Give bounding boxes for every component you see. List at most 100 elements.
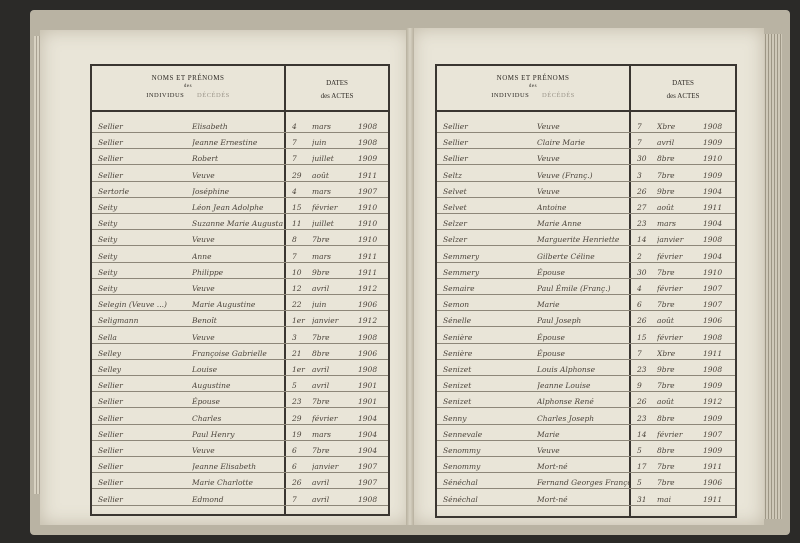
table-row: Sellier Jeanne Ernestine 7 juin 1908 [92,132,388,150]
table-row: Sellier Claire Marie 7 avril 1909 [437,132,735,150]
date-day-cell: 15 [637,332,647,342]
date-year-cell: 1908 [358,494,378,504]
given-name-cell: Jeanne Ernestine [192,138,258,148]
given-name-cell: Veuve [192,170,215,180]
table-row: Sellier Veuve 30 8bre 1910 [437,148,735,166]
given-name-cell: Veuve (Franç.) [537,170,593,180]
table-row: Sellier Jeanne Elisabeth 6 janvier 1907 [92,456,388,474]
date-month-cell: 7bre [657,381,675,391]
date-month-cell: avril [312,494,330,504]
table-row: Semmery Épouse 30 7bre 1910 [437,262,735,279]
given-name-cell: Jeanne Elisabeth [192,462,257,472]
surname-cell: Selegin (Veuve ...) [98,300,167,310]
names-title: NOMS ET PRÉNOMS [151,74,225,82]
date-month-cell: février [312,413,338,423]
date-day-cell: 3 [292,332,297,342]
page-edges-right [760,34,782,519]
table-row: Sellier Elisabeth 4 mars 1908 [92,116,388,133]
given-name-cell: Augustine [192,381,231,391]
table-header: NOMS ET PRÉNOMS des INDIVIDUS DÉCÉDÉS DA… [437,66,735,112]
date-day-cell: 23 [292,397,302,407]
table-row: Sellier Marie Charlotte 26 avril 1907 [92,472,388,490]
table-row: Sellier Épouse 23 7bre 1901 [92,391,388,409]
table-row: Senizet Louis Alphonse 23 9bre 1908 [437,359,735,376]
date-day-cell: 9 [637,381,642,391]
date-month-cell: août [657,316,674,326]
surname-cell: Senny [443,413,467,423]
date-year-cell: 1911 [358,267,378,277]
date-year-cell: 1909 [703,138,723,148]
dates-header: DATES des ACTES [286,77,388,103]
names-title: NOMS ET PRÉNOMS [496,74,570,82]
date-month-cell: août [657,203,674,212]
date-year-cell: 1909 [703,413,723,423]
date-day-cell: 14 [637,235,647,245]
table-row: Semon Marie 6 7bre 1907 [437,294,735,312]
surname-cell: Sertorle [98,186,130,196]
surname-cell: Sellier [98,138,123,148]
dates-title: DATES [326,79,348,87]
date-month-cell: 7bre [312,235,330,245]
surname-cell: Selvet [443,186,467,196]
given-name-cell: Paul Joseph [537,316,582,326]
surname-cell: Sénéchal [443,478,478,488]
date-day-cell: 5 [637,446,642,455]
table-row: Selley Louise 1er avril 1908 [92,359,388,376]
table-row: Selley Françoise Gabrielle 21 8bre 1906 [92,343,388,360]
surname-cell: Semaire [443,284,475,293]
table-row: Sénelle Paul Joseph 26 août 1906 [437,310,735,328]
column-divider [284,66,286,514]
given-name-cell: Jeanne Louise [537,381,591,391]
given-name-cell: Robert [192,154,219,164]
given-name-cell: Épouse [537,332,565,342]
date-month-cell: janvier [312,462,339,472]
date-year-cell: 1908 [358,122,378,131]
given-name-cell: Veuve [192,332,215,342]
table-row: Seity Veuve 12 avril 1912 [92,278,388,295]
dates-title: DATES [672,79,694,87]
column-divider [629,66,631,516]
surname-cell: Sellier [98,478,123,488]
table-row: Sellier Charles 29 février 1904 [92,408,388,425]
given-name-cell: Suzanne Marie Augusta [192,219,284,229]
date-month-cell: 7bre [657,267,675,277]
date-month-cell: 8bre [657,413,675,423]
date-year-cell: 1906 [703,478,723,488]
given-name-cell: Louis Alphonse [537,365,596,374]
date-month-cell: mars [312,186,332,196]
date-month-cell: 7bre [657,300,675,310]
date-month-cell: mars [312,429,332,439]
dates-header: DATES des ACTES [631,77,735,103]
book-gutter [406,28,414,525]
date-year-cell: 1911 [358,170,378,180]
date-month-cell: 7bre [657,462,675,472]
names-des: des [183,84,193,89]
date-year-cell: 1911 [703,203,723,212]
table-row: Sella Veuve 3 7bre 1908 [92,327,388,344]
surname-cell: Sellier [98,122,123,131]
given-name-cell: Marguerite Henriette [537,235,620,245]
date-day-cell: 23 [637,413,647,423]
names-header: NOMS ET PRÉNOMS des INDIVIDUS DÉCÉDÉS [437,74,629,99]
given-name-cell: Alphonse René [537,397,594,407]
table-row: Sénéchal Fernand Georges François 5 7bre 190… [437,472,735,490]
surname-cell: Sellier [98,397,123,407]
given-name-cell: Veuve [192,446,215,455]
date-month-cell: juin [312,138,327,148]
surname-cell: Semmery [443,267,480,277]
table-row: Selvet Antoine 27 août 1911 [437,197,735,214]
surname-cell: Selley [98,365,122,374]
given-name-cell: Veuve [192,284,215,293]
date-month-cell: janvier [657,235,684,245]
date-month-cell: août [657,397,674,407]
given-name-cell: Marie Charlotte [192,478,253,488]
date-month-cell: 8bre [657,446,675,455]
date-day-cell: 7 [637,348,642,358]
given-name-cell: Elisabeth [192,122,228,131]
date-day-cell: 31 [637,494,647,504]
date-month-cell: février [657,429,683,439]
date-month-cell: Xbre [657,348,676,358]
surname-cell: Sellier [443,122,468,131]
date-month-cell: avril [312,365,330,374]
date-year-cell: 1907 [358,462,378,472]
